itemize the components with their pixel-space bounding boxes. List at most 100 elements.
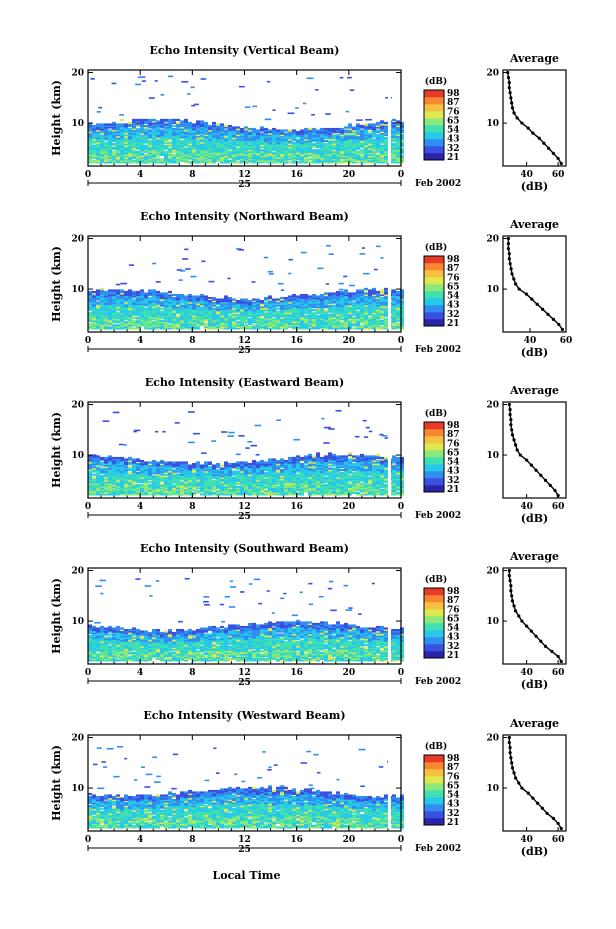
heatmap-cell bbox=[336, 133, 340, 137]
heatmap-cell bbox=[92, 478, 96, 481]
heatmap-cell bbox=[364, 161, 368, 164]
heatmap-cell bbox=[228, 318, 232, 321]
heatmap-cell bbox=[208, 485, 212, 488]
heatmap-cell bbox=[136, 313, 140, 316]
heatmap-cell bbox=[364, 140, 368, 143]
heatmap-cell bbox=[172, 325, 176, 328]
heatmap-cell bbox=[264, 140, 268, 143]
heatmap-cell bbox=[244, 315, 248, 318]
heatmap-cell bbox=[120, 301, 124, 304]
heatmap-cell bbox=[232, 152, 236, 155]
heatmap-cell bbox=[104, 322, 108, 325]
heatmap-cell bbox=[296, 306, 300, 309]
heatmap-cell bbox=[124, 315, 128, 318]
heatmap-cell bbox=[260, 156, 264, 159]
heatmap-cell bbox=[396, 296, 400, 300]
heatmap-cell bbox=[344, 298, 348, 301]
heatmap-cell bbox=[392, 159, 396, 162]
heatmap-cell bbox=[324, 309, 328, 312]
heatmap-cell bbox=[140, 319, 144, 322]
heatmap-cell bbox=[248, 140, 252, 143]
heatmap-cell bbox=[104, 479, 108, 482]
heatmap-cell bbox=[172, 293, 176, 297]
heatmap-cell bbox=[112, 324, 116, 327]
heatmap-cell bbox=[160, 467, 164, 470]
heatmap-cell bbox=[212, 487, 216, 490]
heatmap-cell bbox=[88, 133, 92, 137]
heatmap-cell bbox=[360, 296, 364, 300]
heatmap-cell bbox=[132, 299, 136, 303]
heatmap-cell bbox=[244, 156, 248, 159]
heatmap-cell bbox=[140, 476, 144, 479]
heatmap-cell bbox=[104, 490, 108, 493]
heatmap-cell bbox=[284, 309, 288, 312]
heatmap-cell bbox=[296, 318, 300, 321]
heatmap-cell bbox=[116, 476, 120, 479]
heatmap-cell bbox=[168, 147, 172, 150]
heatmap-cell bbox=[168, 303, 172, 306]
heatmap-cell bbox=[224, 484, 228, 487]
heatmap-cell bbox=[96, 304, 100, 307]
heatmap-cell bbox=[264, 310, 268, 313]
heatmap-cell bbox=[168, 484, 172, 487]
heatmap-cell bbox=[256, 158, 260, 161]
heatmap-cell bbox=[332, 137, 336, 140]
heatmap-cell bbox=[144, 144, 148, 147]
heatmap-cell bbox=[136, 293, 140, 297]
heatmap-cell bbox=[244, 313, 248, 316]
heatmap-cell bbox=[376, 307, 380, 310]
heatmap-cell bbox=[280, 327, 284, 330]
heatmap-cell bbox=[112, 462, 116, 466]
heatmap-cell bbox=[272, 132, 276, 135]
heatmap-cell bbox=[360, 149, 364, 152]
heatmap-cell bbox=[188, 304, 192, 307]
heatmap-cell bbox=[384, 155, 388, 158]
heatmap-cell bbox=[200, 153, 204, 156]
heatmap-cell bbox=[180, 307, 184, 310]
heatmap-cell bbox=[104, 299, 108, 303]
heatmap-cell bbox=[232, 472, 236, 475]
heatmap-cell bbox=[316, 325, 320, 328]
heatmap-cell bbox=[360, 152, 364, 155]
heatmap-cell bbox=[320, 303, 324, 306]
heatmap-cell bbox=[120, 310, 124, 313]
heatmap-cell bbox=[360, 126, 364, 129]
heatmap-cell bbox=[244, 141, 248, 144]
heatmap-cell bbox=[148, 469, 152, 472]
heatmap-cell bbox=[400, 309, 404, 312]
heatmap-cell bbox=[344, 293, 348, 297]
heatmap-cell bbox=[188, 490, 192, 493]
heatmap-cell bbox=[104, 127, 108, 131]
heatmap-cell bbox=[376, 296, 380, 300]
heatmap-cell bbox=[360, 325, 364, 328]
heatmap-cell bbox=[132, 138, 136, 141]
heatmap-cell bbox=[152, 482, 156, 485]
heatmap-cell bbox=[284, 318, 288, 321]
heatmap-cell bbox=[92, 316, 96, 319]
heatmap-cell bbox=[264, 118, 272, 121]
heatmap-cell bbox=[248, 137, 252, 140]
heatmap-cell bbox=[212, 146, 216, 149]
heatmap-cell bbox=[272, 319, 276, 322]
heatmap-cell bbox=[164, 129, 168, 132]
heatmap-cell bbox=[244, 310, 248, 313]
heatmap-cell bbox=[212, 130, 216, 134]
heatmap-cell bbox=[136, 472, 140, 475]
heatmap-cell bbox=[268, 319, 272, 322]
heatmap-cell bbox=[240, 493, 244, 496]
heatmap-cell bbox=[324, 146, 328, 149]
heatmap-cell bbox=[116, 155, 120, 158]
heatmap-cell bbox=[116, 296, 120, 300]
heatmap-cell bbox=[184, 144, 188, 147]
heatmap-cell bbox=[304, 306, 308, 309]
heatmap-cell bbox=[280, 325, 284, 328]
heatmap-cell bbox=[320, 149, 324, 152]
heatmap-cell bbox=[336, 318, 340, 321]
heatmap-cell bbox=[264, 129, 268, 132]
heatmap-cell bbox=[160, 475, 164, 478]
heatmap-cell bbox=[248, 482, 252, 485]
heatmap-cell bbox=[384, 296, 388, 300]
heatmap-cell bbox=[156, 138, 160, 141]
heatmap-cell bbox=[180, 462, 184, 466]
heatmap-cell bbox=[92, 304, 96, 307]
